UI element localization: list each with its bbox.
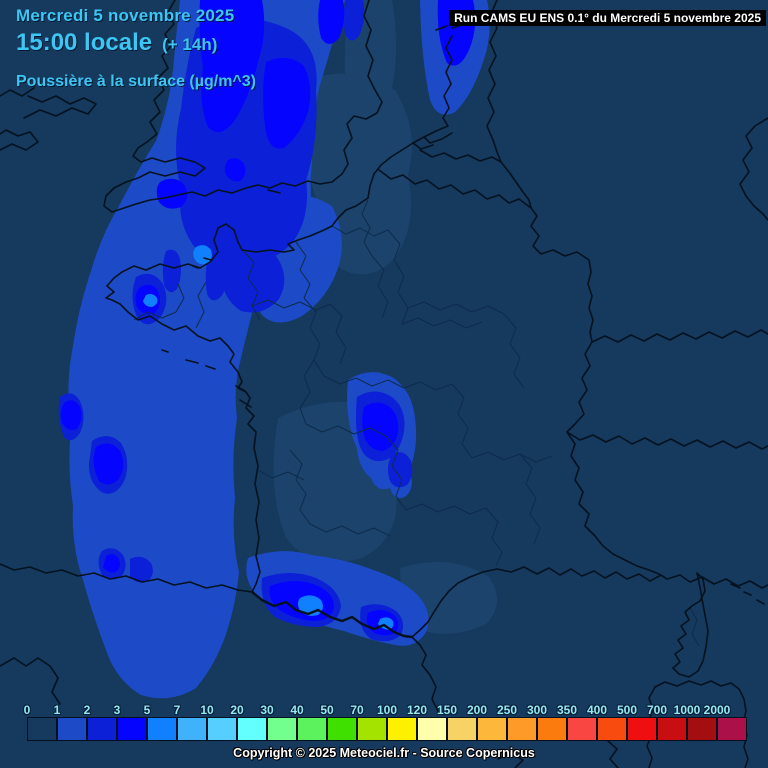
colorbar-cell: [177, 717, 207, 741]
colorbar-cell: [387, 717, 417, 741]
colorbar-cell: [687, 717, 717, 741]
utc-offset-label: (+ 14h): [162, 35, 218, 54]
colorbar-tick: 30: [260, 703, 274, 717]
colorbar-cell: [357, 717, 387, 741]
colorbar-cell: [27, 717, 57, 741]
colorbar-tick: 250: [496, 703, 518, 717]
colorbar-cell: [297, 717, 327, 741]
colorbar-tick: 150: [436, 703, 458, 717]
colorbar-tick: 400: [586, 703, 608, 717]
colorbar-tick: 10: [200, 703, 214, 717]
colorbar-cell: [237, 717, 267, 741]
colorbar-tick: 20: [230, 703, 244, 717]
colorbar-cell: [57, 717, 87, 741]
colorbar-tick: 350: [556, 703, 578, 717]
colorbar-tick: 3: [113, 703, 121, 717]
colorbar-cell: [477, 717, 507, 741]
colorbar-tick: 1000: [673, 703, 701, 717]
date-label: Mercredi 5 novembre 2025: [16, 6, 235, 25]
colorbar-tick: 5: [143, 703, 151, 717]
colorbar-cell: [327, 717, 357, 741]
colorbar-tick: 2000: [703, 703, 731, 717]
colorbar-tick: 120: [406, 703, 428, 717]
colorbar-tick: 700: [646, 703, 668, 717]
colorbar-cell: [207, 717, 237, 741]
colorbar-cell: [537, 717, 567, 741]
colorbar-tick: 100: [376, 703, 398, 717]
colorbar-cell: [447, 717, 477, 741]
colorbar-tick: 40: [290, 703, 304, 717]
colorbar-tick: 500: [616, 703, 638, 717]
colorbar: 0 1 2 3 5 7 10 20 30 40 50 70 100 120 150 200 250 300 350 4…: [0, 703, 768, 745]
colorbar-cell: [147, 717, 177, 741]
colorbar-cell: [507, 717, 537, 741]
colorbar-tick: 7: [173, 703, 181, 717]
colorbar-tick: 70: [350, 703, 364, 717]
copyright-label: Copyright © 2025 Meteociel.fr - Source C…: [233, 746, 535, 760]
colorbar-tick: 300: [526, 703, 548, 717]
local-time-label: 15:00 locale: [16, 29, 153, 56]
colorbar-tick: 200: [466, 703, 488, 717]
colorbar-cell: [117, 717, 147, 741]
colorbar-tick: 0: [23, 703, 31, 717]
colorbar-cell: [417, 717, 447, 741]
colorbar-cell: [567, 717, 597, 741]
time-row: 15:00 locale (+ 14h): [16, 29, 256, 57]
colorbar-tick: 2: [83, 703, 91, 717]
colorbar-tick: 1: [53, 703, 61, 717]
department-borders-layer: [133, 199, 700, 647]
colorbar-cell: [657, 717, 687, 741]
colorbar-cell: [87, 717, 117, 741]
colorbar-cell: [627, 717, 657, 741]
parameter-label: Poussière à la surface (µg/m^3): [16, 73, 256, 90]
colorbar-cell: [597, 717, 627, 741]
colorbar-cell: [267, 717, 297, 741]
colorbar-cell: [717, 717, 747, 741]
map-header: Mercredi 5 novembre 2025 15:00 locale (+ …: [16, 6, 256, 91]
colorbar-tick: 50: [320, 703, 334, 717]
run-banner: Run CAMS EU ENS 0.1° du Mercredi 5 novem…: [449, 10, 766, 26]
